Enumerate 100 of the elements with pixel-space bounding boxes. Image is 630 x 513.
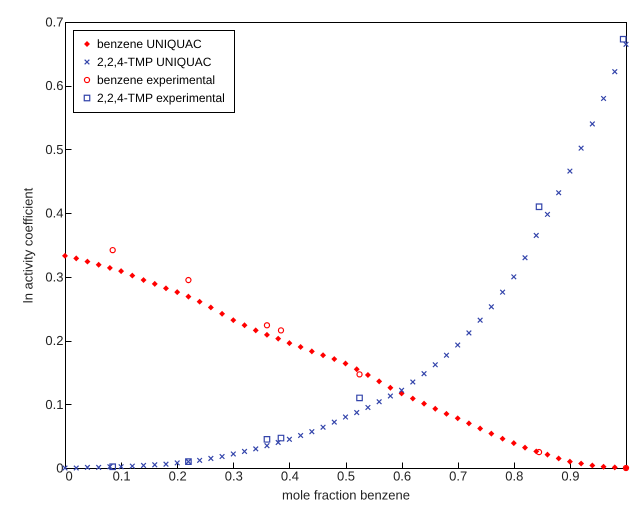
point [488,430,494,436]
x-tick-label: 0.4 [280,468,299,484]
point [376,378,382,384]
point [421,400,427,406]
point [130,272,136,278]
point [342,360,348,366]
point [185,276,192,284]
point [466,420,472,426]
point [152,462,158,468]
point [466,330,472,336]
point [600,464,606,470]
y-tick-label: 0.7 [45,14,64,30]
legend-label: 2,2,4-TMP experimental [97,91,225,105]
point [163,461,169,468]
point [620,36,627,43]
point [477,426,483,432]
point [278,434,284,442]
point [320,352,326,358]
point [308,428,315,435]
point [544,211,550,218]
point [477,317,484,324]
y-tick-label: 0.1 [45,396,64,412]
x-tick-label: 0.8 [505,468,524,484]
point [566,168,573,174]
x-tick-label: 0.2 [168,468,187,484]
point [275,336,281,342]
point [500,436,506,442]
point [365,372,371,378]
point [264,436,270,443]
y-tick-label: 0.5 [45,142,64,157]
point [556,456,562,462]
point [342,414,348,420]
point [612,464,618,470]
point [444,411,450,417]
point [109,463,116,470]
point [578,460,584,466]
point [600,96,607,102]
point [511,440,517,446]
point [208,304,214,310]
point [398,390,404,396]
point [410,396,416,402]
point [84,258,90,264]
x-tick-label: 0.9 [561,468,580,484]
point [140,462,146,468]
point [242,322,248,328]
point [454,416,460,422]
point [230,317,236,323]
point [286,436,292,442]
y-tick-label: 0.4 [45,206,64,221]
point [544,452,550,458]
y-axis-title: ln activity coefficient [20,187,36,304]
point [84,464,90,470]
point [152,281,158,287]
point [208,456,214,462]
x-tick-label: 0.5 [336,468,356,484]
x-tick-label: 0.6 [393,468,412,484]
legend-label: benzene UNIQUAC [97,37,202,51]
point [174,289,180,295]
point [309,348,315,354]
point [364,404,371,410]
x-tick-label: 0.1 [112,468,131,484]
point [536,203,542,210]
point [253,328,258,334]
point [388,385,394,390]
point [522,444,528,450]
point [356,371,363,378]
point [356,394,363,402]
point [264,322,270,328]
point [354,366,360,372]
point [298,432,304,438]
point [110,246,116,254]
point [242,448,248,454]
x-axis-title: mole fraction benzene [282,488,410,502]
point [264,332,270,338]
point [286,340,292,346]
point [332,356,337,362]
point [298,344,304,350]
x-tick-label: 0.7 [449,468,468,484]
point [140,277,146,283]
point [590,462,596,468]
point [432,406,438,412]
point [567,458,573,464]
x-tick-label: 0.3 [224,468,243,484]
point [107,265,113,271]
point [219,454,226,460]
point [163,286,169,292]
y-tick-label: 0.6 [45,78,64,94]
point [387,393,394,399]
point [488,304,494,310]
y-tick-label: 0.3 [45,269,64,284]
y-tick-label: 0.2 [45,333,64,348]
legend-label: benzene experimental [97,73,216,87]
point [219,311,225,317]
point [118,268,124,274]
point [196,298,202,304]
point [536,448,542,456]
point [186,294,192,300]
legend-label: 2,2,4-TMP UNIQUAC [97,55,212,69]
point [96,262,102,268]
point [74,256,79,262]
